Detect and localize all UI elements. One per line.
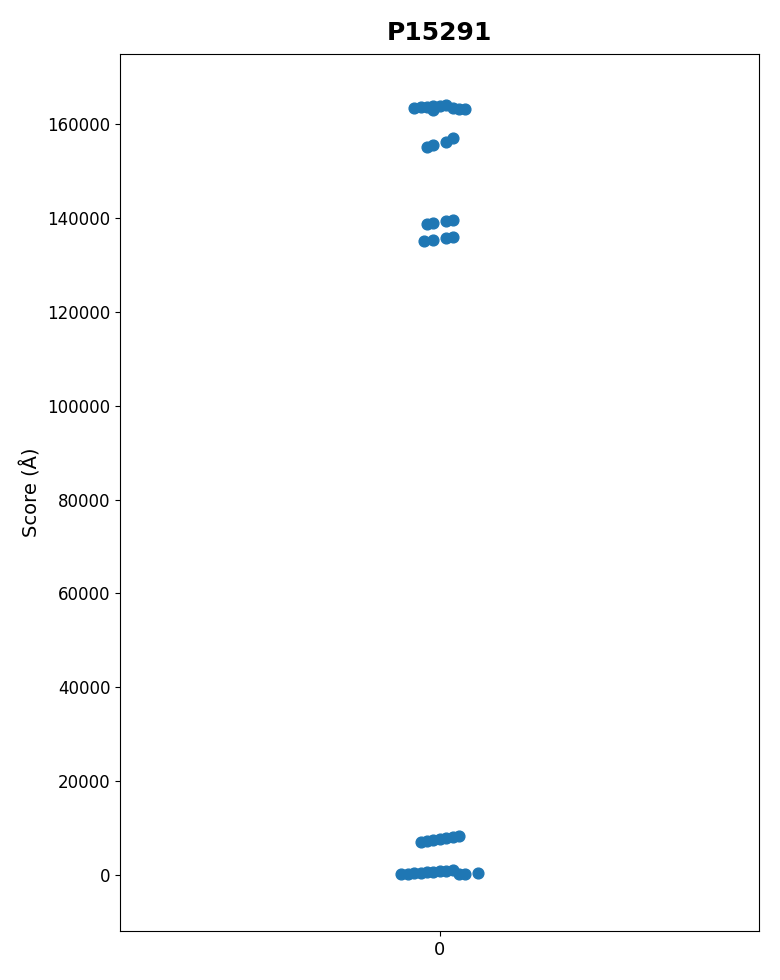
Point (408, 865, 420, 881)
Point (459, 101, 472, 117)
Title: P15291: P15291 (387, 21, 492, 45)
Point (414, 834, 427, 850)
Point (440, 863, 452, 879)
Point (414, 865, 427, 881)
Point (446, 213, 459, 228)
Point (440, 230, 452, 246)
Point (427, 215, 440, 230)
Point (420, 833, 433, 849)
Point (440, 830, 452, 846)
Point (446, 829, 459, 845)
Point (446, 862, 459, 878)
Point (414, 99, 427, 115)
Point (427, 832, 440, 848)
Point (472, 865, 484, 881)
Point (395, 866, 408, 882)
Point (420, 139, 433, 155)
Point (420, 217, 433, 232)
Point (459, 866, 472, 882)
Point (434, 863, 446, 879)
Point (446, 100, 459, 116)
Point (427, 102, 440, 118)
Point (440, 214, 452, 229)
Point (420, 864, 433, 880)
Point (427, 232, 440, 248)
Y-axis label: Score (Å): Score (Å) (21, 448, 42, 537)
Point (452, 866, 465, 882)
Point (408, 100, 420, 116)
Point (417, 233, 430, 249)
Point (427, 98, 440, 114)
Point (434, 98, 446, 114)
Point (452, 828, 465, 844)
Point (440, 134, 452, 150)
Point (402, 866, 414, 882)
Point (434, 831, 446, 847)
Point (427, 864, 440, 880)
Point (452, 101, 465, 117)
Point (420, 99, 433, 115)
Point (446, 229, 459, 245)
Point (427, 137, 440, 153)
Point (440, 98, 452, 114)
Point (446, 130, 459, 146)
